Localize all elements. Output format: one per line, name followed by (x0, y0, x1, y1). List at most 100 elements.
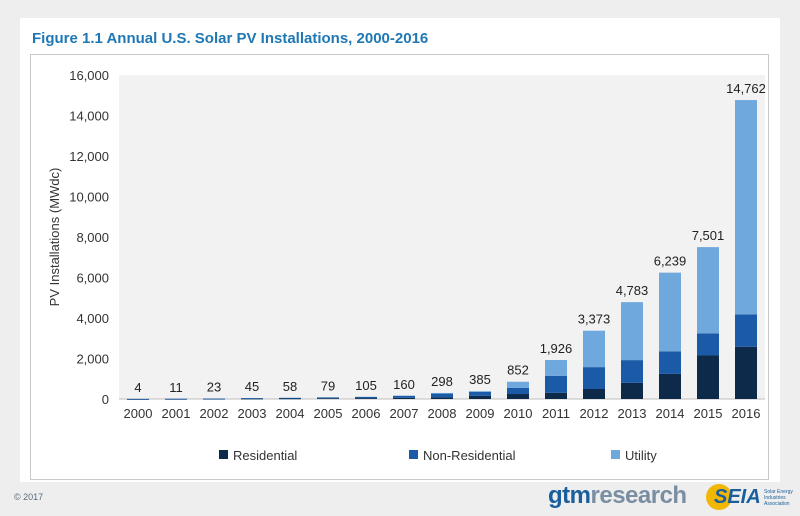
bar-total-label: 45 (245, 379, 259, 394)
x-tick-label: 2003 (238, 406, 267, 421)
bar-segment-utility (659, 272, 681, 352)
figure-card: Figure 1.1 Annual U.S. Solar PV Installa… (20, 18, 780, 482)
x-tick-label: 2005 (314, 406, 343, 421)
seia-logo-text: SEIA (714, 486, 761, 508)
bar-total-label: 160 (393, 377, 415, 392)
y-tick-label: 10,000 (69, 190, 109, 205)
bar-segment-non-residential (241, 398, 263, 399)
bar-segment-non-residential (393, 395, 415, 398)
x-tick-label: 2011 (542, 406, 570, 421)
x-tick-label: 2004 (276, 406, 305, 421)
x-tick-label: 2013 (618, 406, 647, 421)
legend-swatch (219, 450, 228, 459)
y-tick-label: 12,000 (69, 149, 109, 164)
bar-segment-residential (735, 346, 757, 399)
bar-total-label: 58 (283, 379, 297, 394)
bar-total-label: 4 (134, 380, 141, 395)
bar-total-label: 852 (507, 363, 529, 378)
bar-total-label: 23 (207, 380, 221, 395)
bar-segment-non-residential (621, 360, 643, 383)
legend-swatch (611, 450, 620, 459)
y-tick-label: 8,000 (76, 230, 109, 245)
bar-total-label: 3,373 (578, 312, 611, 327)
x-tick-label: 2009 (466, 406, 495, 421)
bar-segment-non-residential (279, 397, 301, 399)
bar-segment-residential (659, 373, 681, 399)
figure-title: Figure 1.1 Annual U.S. Solar PV Installa… (32, 30, 429, 47)
bar-segment-utility (697, 247, 719, 334)
gtm-research-logo: gtmresearch (548, 482, 687, 510)
bar-segment-non-residential (203, 398, 225, 400)
bar-segment-non-residential (165, 398, 187, 400)
bar-segment-non-residential (127, 398, 149, 400)
bar-segment-residential (393, 397, 415, 399)
bar-segment-residential (317, 398, 339, 400)
x-tick-label: 2015 (694, 406, 723, 421)
bar-segment-non-residential (735, 314, 757, 347)
y-tick-label: 14,000 (69, 109, 109, 124)
legend-label: Residential (233, 448, 297, 463)
y-axis-label: PV Installations (MWdc) (47, 168, 62, 307)
bar-total-label: 298 (431, 374, 453, 389)
bar-segment-non-residential (545, 375, 567, 393)
bar-segment-non-residential (659, 351, 681, 374)
bar-total-label: 4,783 (616, 283, 649, 298)
x-tick-label: 2012 (580, 406, 609, 421)
seia-sun-icon (706, 484, 732, 510)
bar-total-label: 14,762 (726, 81, 766, 96)
bar-segment-non-residential (469, 391, 491, 396)
y-tick-label: 2,000 (76, 352, 109, 367)
bar-segment-utility (621, 302, 643, 361)
x-tick-label: 2010 (504, 406, 533, 421)
bar-total-label: 6,239 (654, 254, 687, 269)
bar-segment-utility (431, 392, 453, 394)
x-tick-label: 2007 (390, 406, 419, 421)
chart-frame: 0 2,000 4,000 6,000 8,000 10,000 12,000 14,000 1… (30, 54, 769, 480)
y-tick-label: 0 (102, 392, 109, 407)
bar-total-label: 79 (321, 378, 335, 393)
bar-segment-residential (431, 397, 453, 399)
research-logo-part: research (590, 482, 688, 509)
bar-segment-utility (469, 391, 491, 393)
bar-segment-residential (469, 395, 491, 399)
bar-segment-utility (507, 381, 529, 388)
bar-total-label: 385 (469, 372, 491, 387)
bar-segment-non-residential (697, 333, 719, 356)
bar-segment-non-residential (355, 396, 377, 399)
y-tick-label: 6,000 (76, 271, 109, 286)
bar-total-label: 105 (355, 378, 377, 393)
bar-segment-utility (583, 330, 605, 368)
bar-segment-residential (697, 355, 719, 399)
bar-segment-non-residential (317, 397, 339, 399)
bar-total-label: 11 (169, 380, 183, 395)
bar-segment-utility (545, 359, 567, 376)
x-tick-label: 2002 (200, 406, 229, 421)
y-tick-label: 16,000 (69, 68, 109, 83)
bar-segment-residential (545, 392, 567, 399)
bar-segment-non-residential (507, 387, 529, 395)
bar-segment-non-residential (583, 367, 605, 389)
bar-segment-residential (355, 398, 377, 399)
seia-logo-subtext: Solar Energy Industries Association (764, 489, 793, 507)
stacked-bar-chart: 0 2,000 4,000 6,000 8,000 10,000 12,000 14,000 1… (47, 68, 766, 463)
y-tick-label: 4,000 (76, 311, 109, 326)
x-tick-label: 2000 (124, 406, 153, 421)
bar-segment-residential (279, 398, 301, 400)
x-tick-label: 2008 (428, 406, 457, 421)
x-tick-label: 2006 (352, 406, 381, 421)
bar-total-label: 7,501 (692, 228, 725, 243)
x-tick-label: 2016 (732, 406, 761, 421)
bar-segment-residential (507, 394, 529, 399)
bar-total-label: 1,926 (540, 341, 573, 356)
x-tick-label: 2001 (162, 406, 191, 421)
plot-area (119, 75, 765, 399)
x-tick-label: 2014 (656, 406, 685, 421)
bar-segment-residential (583, 388, 605, 399)
bar-segment-residential (241, 398, 263, 400)
bar-segment-utility (735, 100, 757, 315)
legend-label: Non-Residential (423, 448, 516, 463)
seia-logo: SEIA Solar Energy Industries Association (706, 484, 796, 512)
legend-swatch (409, 450, 418, 459)
gtm-logo-part: gtm (548, 482, 591, 509)
bar-segment-non-residential (431, 393, 453, 398)
